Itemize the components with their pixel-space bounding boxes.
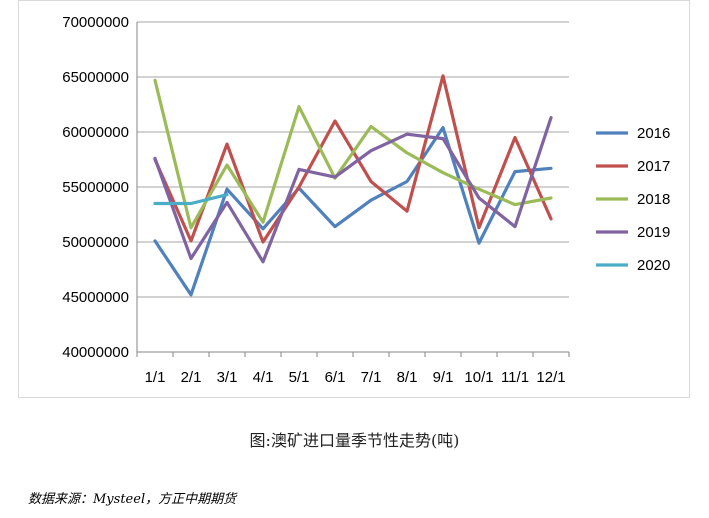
x-tick-label: 8/1 xyxy=(397,369,418,386)
x-tick-label: 5/1 xyxy=(289,369,310,386)
y-tick-label: 55000000 xyxy=(62,179,129,196)
x-tick-label: 7/1 xyxy=(361,369,382,386)
x-tick-label: 4/1 xyxy=(253,369,274,386)
y-tick-label: 40000000 xyxy=(62,344,129,361)
chart-caption: 图:澳矿进口量季节性走势(吨) xyxy=(249,431,460,450)
series-line-2019 xyxy=(153,116,553,264)
data-source-note: 数据来源：Mysteel，方正中期期货 xyxy=(28,492,237,507)
chart-frame: 40000000 45000000 50000000 55000000 60000000… xyxy=(18,0,690,398)
x-tick-label: 9/1 xyxy=(433,369,454,386)
legend-label-2018: 2018 xyxy=(637,191,670,208)
y-tick-label: 50000000 xyxy=(62,234,129,251)
grid-lines xyxy=(137,21,569,298)
x-tick-label: 6/1 xyxy=(325,369,346,386)
series-line-2020 xyxy=(153,193,229,206)
legend: 2016 2017 2018 2019 2020 xyxy=(596,125,670,274)
legend-label-2017: 2017 xyxy=(637,158,670,175)
series-line-2016 xyxy=(153,125,553,297)
x-tick-label: 1/1 xyxy=(145,369,166,386)
x-tick-label: 3/1 xyxy=(217,369,238,386)
y-tick-label: 60000000 xyxy=(62,124,129,141)
y-tick-label: 70000000 xyxy=(62,14,129,31)
series-line-2018 xyxy=(153,78,553,230)
x-tick-label: 2/1 xyxy=(181,369,202,386)
legend-label-2019: 2019 xyxy=(637,224,670,241)
x-tick-label: 11/1 xyxy=(501,369,529,386)
x-tick-label: 10/1 xyxy=(464,369,493,386)
legend-label-2020: 2020 xyxy=(637,257,670,274)
y-tick-label: 65000000 xyxy=(62,69,129,86)
series-lines xyxy=(153,74,553,297)
line-chart: 40000000 45000000 50000000 55000000 60000000… xyxy=(62,14,670,386)
x-tick-label: 12/1 xyxy=(536,369,565,386)
legend-label-2016: 2016 xyxy=(637,125,670,142)
y-tick-label: 45000000 xyxy=(62,289,129,306)
axes: 40000000 45000000 50000000 55000000 60000000… xyxy=(62,14,570,386)
